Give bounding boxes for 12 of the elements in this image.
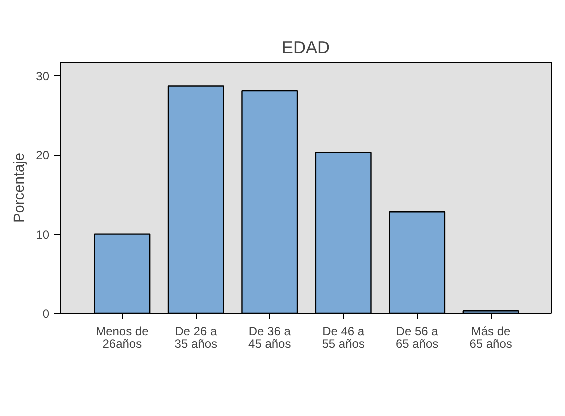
x-tick-label: De 46 a 55 años (322, 324, 365, 352)
y-tick-label: 10 (36, 228, 50, 242)
x-tick-label: De 26 a 35 años (174, 324, 218, 352)
x-tick-label: Más de 65 años (470, 324, 512, 352)
y-tick-label: 20 (36, 148, 50, 163)
x-tick-label: De 56 a 65 años (396, 324, 439, 352)
x-tick-label: Menos de 26años (96, 324, 150, 352)
chart-title: EDAD (282, 38, 330, 58)
y-tick-label: 30 (36, 69, 50, 84)
y-axis-title: Porcentaje (12, 152, 28, 224)
x-tick-label: De 36 a 45 años (248, 324, 292, 352)
y-tick-label: 0 (42, 307, 50, 321)
